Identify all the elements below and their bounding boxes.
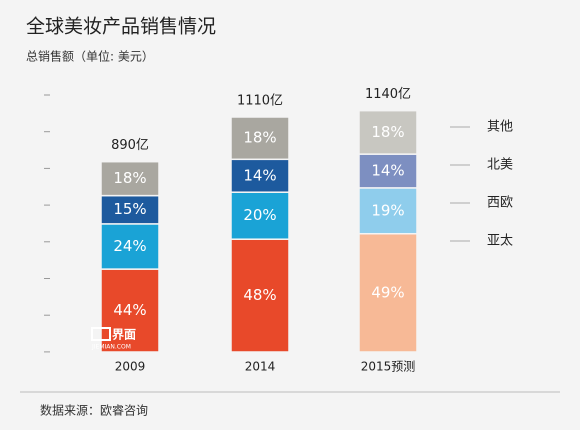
segment-label: 18%: [113, 169, 146, 187]
segment-label: 14%: [243, 166, 276, 184]
bar-segment: [100, 223, 160, 270]
segment-label: 48%: [243, 286, 276, 304]
total-label: 1140亿: [365, 87, 411, 102]
segment-label: 24%: [113, 237, 146, 255]
bar-segment: [358, 109, 418, 155]
x-tick-label: 2009: [115, 360, 146, 374]
chart-subtitle: 总销售额（单位: 美元）: [26, 49, 154, 64]
segment-label: 15%: [113, 200, 146, 218]
legend-label: 亚太: [487, 234, 513, 249]
watermark: 界面: [112, 327, 136, 342]
segment-label: 18%: [243, 129, 276, 147]
legend-label: 西欧: [487, 196, 513, 211]
watermark: JIEMIAN.COM: [91, 344, 131, 351]
segment-label: 18%: [371, 123, 404, 141]
segment-label: 19%: [371, 201, 404, 219]
watermark-box: [91, 327, 111, 341]
segment-label: 44%: [113, 301, 146, 319]
total-label: 890亿: [111, 138, 149, 153]
chart-title: 全球美妆产品销售情况: [26, 16, 216, 38]
bar-segment: [358, 187, 418, 235]
axis-dashes: [44, 94, 50, 353]
total-label: 1110亿: [237, 94, 283, 109]
legend-label: 北美: [487, 158, 513, 173]
bar-segment: [100, 160, 160, 197]
bar-segment: [358, 232, 418, 353]
x-tick-label: 2014: [245, 360, 276, 374]
segment-label: 20%: [243, 206, 276, 224]
legend-label: 其他: [487, 120, 513, 135]
segment-label: 49%: [371, 283, 404, 301]
bar-segment: [230, 191, 290, 240]
segment-label: 14%: [371, 161, 404, 179]
x-tick-label: 2015预测: [361, 360, 416, 374]
source: 数据来源：欧睿咨询: [40, 403, 148, 418]
bar-segment: [230, 116, 290, 161]
